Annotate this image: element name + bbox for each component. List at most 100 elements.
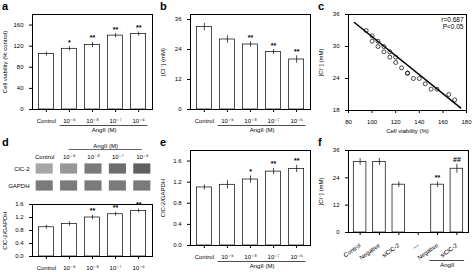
svg-text:**: ** bbox=[294, 48, 300, 55]
svg-text:10⁻⁶: 10⁻⁶ bbox=[290, 254, 303, 260]
svg-text:*: * bbox=[249, 168, 252, 175]
svg-text:10⁻⁸: 10⁻⁸ bbox=[86, 265, 99, 271]
svg-text:1.2: 1.2 bbox=[173, 179, 182, 185]
svg-text:0.4: 0.4 bbox=[15, 240, 24, 246]
svg-text:10⁻⁶: 10⁻⁶ bbox=[136, 154, 149, 160]
svg-text:140: 140 bbox=[414, 119, 425, 125]
svg-text:10⁻⁹: 10⁻⁹ bbox=[63, 154, 76, 160]
svg-text:**: ** bbox=[90, 34, 96, 41]
svg-text:100: 100 bbox=[367, 119, 378, 125]
svg-text:**: ** bbox=[90, 207, 96, 214]
svg-text:12: 12 bbox=[333, 202, 340, 208]
svg-text:[Cl⁻] (mM): [Cl⁻] (mM) bbox=[160, 48, 166, 76]
svg-text:Control: Control bbox=[195, 254, 214, 260]
svg-text:siClC-2: siClC-2 bbox=[381, 242, 401, 259]
svg-text:36: 36 bbox=[175, 16, 182, 22]
svg-text:Negative: Negative bbox=[416, 242, 439, 261]
svg-text:1.6: 1.6 bbox=[15, 201, 24, 207]
html-text:b: b bbox=[160, 0, 167, 12]
svg-text:40: 40 bbox=[17, 85, 24, 91]
svg-text:---: --- bbox=[411, 242, 419, 250]
html-text:a: a bbox=[2, 0, 9, 12]
svg-text:0.8: 0.8 bbox=[173, 200, 182, 206]
svg-text:120: 120 bbox=[13, 43, 24, 49]
svg-text:10⁻⁹: 10⁻⁹ bbox=[63, 118, 76, 124]
svg-text:10⁻⁸: 10⁻⁸ bbox=[86, 118, 99, 124]
html-text:d: d bbox=[2, 136, 9, 148]
svg-text:0: 0 bbox=[336, 229, 340, 235]
svg-text:AngII (M): AngII (M) bbox=[92, 127, 117, 133]
svg-text:10⁻⁸: 10⁻⁸ bbox=[87, 154, 100, 160]
svg-text:18: 18 bbox=[333, 107, 340, 113]
svg-text:10⁻⁷: 10⁻⁷ bbox=[268, 118, 280, 124]
svg-text:**: ** bbox=[435, 174, 441, 181]
svg-text:36: 36 bbox=[333, 11, 340, 17]
svg-text:36: 36 bbox=[333, 147, 340, 153]
svg-text:**: ** bbox=[271, 160, 277, 167]
svg-text:siClC-2: siClC-2 bbox=[439, 242, 459, 259]
svg-text:24: 24 bbox=[333, 175, 340, 181]
svg-text:10⁻⁹: 10⁻⁹ bbox=[221, 118, 234, 124]
svg-text:10⁻⁸: 10⁻⁸ bbox=[244, 254, 257, 260]
svg-text:0: 0 bbox=[178, 106, 182, 112]
html-text:e: e bbox=[160, 136, 167, 148]
svg-text:Control: Control bbox=[37, 118, 56, 124]
svg-text:ClC-2: ClC-2 bbox=[14, 166, 30, 172]
svg-text:**: ** bbox=[113, 204, 119, 211]
svg-text:10⁻⁶: 10⁻⁶ bbox=[132, 265, 145, 271]
svg-text:0.8: 0.8 bbox=[15, 227, 24, 233]
svg-text:r=0.687P<0.05: r=0.687P<0.05 bbox=[441, 16, 464, 30]
svg-text:Control: Control bbox=[342, 242, 362, 259]
svg-text:80: 80 bbox=[345, 119, 352, 125]
svg-text:160: 160 bbox=[438, 119, 449, 125]
svg-text:30: 30 bbox=[333, 43, 340, 49]
svg-text:10⁻⁸: 10⁻⁸ bbox=[244, 118, 257, 124]
svg-text:**: ** bbox=[113, 26, 119, 33]
svg-text:[Cl⁻] (mM): [Cl⁻] (mM) bbox=[318, 49, 324, 77]
svg-text:Control: Control bbox=[37, 265, 56, 271]
svg-text:160: 160 bbox=[13, 22, 24, 28]
svg-text:1.6: 1.6 bbox=[173, 158, 182, 164]
svg-text:AngII (M): AngII (M) bbox=[250, 263, 275, 269]
svg-text:0.4: 0.4 bbox=[173, 221, 182, 227]
svg-text:**: ** bbox=[136, 24, 142, 31]
svg-text:10⁻⁹: 10⁻⁹ bbox=[221, 254, 234, 260]
svg-text:GAPDH: GAPDH bbox=[8, 183, 29, 189]
svg-text:120: 120 bbox=[391, 119, 402, 125]
svg-text:10⁻⁶: 10⁻⁶ bbox=[290, 118, 303, 124]
svg-text:ClC-2/GAPDH: ClC-2/GAPDH bbox=[2, 211, 8, 249]
svg-text:**: ** bbox=[248, 34, 254, 41]
svg-text:24: 24 bbox=[333, 75, 340, 81]
svg-text:10⁻⁷: 10⁻⁷ bbox=[110, 118, 122, 124]
html-text:f: f bbox=[318, 136, 322, 148]
svg-text:10⁻⁷: 10⁻⁷ bbox=[268, 254, 280, 260]
svg-text:1.2: 1.2 bbox=[15, 214, 24, 220]
svg-text:ClC-2/GAPDH: ClC-2/GAPDH bbox=[160, 179, 166, 217]
svg-text:**: ** bbox=[136, 201, 142, 208]
svg-text:180: 180 bbox=[461, 119, 472, 125]
svg-text:0: 0 bbox=[20, 106, 24, 112]
svg-text:**: ** bbox=[294, 157, 300, 164]
svg-text:**: ** bbox=[271, 42, 277, 49]
svg-text:80: 80 bbox=[17, 64, 24, 70]
svg-text:0.0: 0.0 bbox=[173, 242, 182, 248]
svg-text:10⁻⁹: 10⁻⁹ bbox=[63, 265, 76, 271]
svg-text:AngII: AngII bbox=[440, 262, 454, 268]
svg-text:AngII (M): AngII (M) bbox=[93, 143, 118, 149]
svg-text:Control: Control bbox=[35, 154, 54, 160]
html-text:c: c bbox=[318, 0, 325, 12]
svg-text:Negative: Negative bbox=[358, 242, 381, 261]
svg-text:AngII (M): AngII (M) bbox=[250, 127, 275, 133]
svg-text:##: ## bbox=[453, 156, 461, 163]
svg-text:10⁻⁶: 10⁻⁶ bbox=[132, 118, 145, 124]
svg-text:24: 24 bbox=[175, 46, 182, 52]
svg-text:[Cl⁻] (mM): [Cl⁻] (mM) bbox=[318, 178, 324, 206]
svg-text:*: * bbox=[68, 39, 71, 46]
svg-text:Cell viability (% control): Cell viability (% control) bbox=[2, 31, 8, 93]
svg-text:10⁻⁷: 10⁻⁷ bbox=[110, 265, 122, 271]
svg-text:12: 12 bbox=[175, 76, 182, 82]
svg-text:Cell viability (%): Cell viability (%) bbox=[386, 128, 429, 134]
svg-text:10⁻⁷: 10⁻⁷ bbox=[112, 154, 124, 160]
svg-text:0.0: 0.0 bbox=[15, 253, 24, 259]
svg-text:Control: Control bbox=[195, 118, 214, 124]
